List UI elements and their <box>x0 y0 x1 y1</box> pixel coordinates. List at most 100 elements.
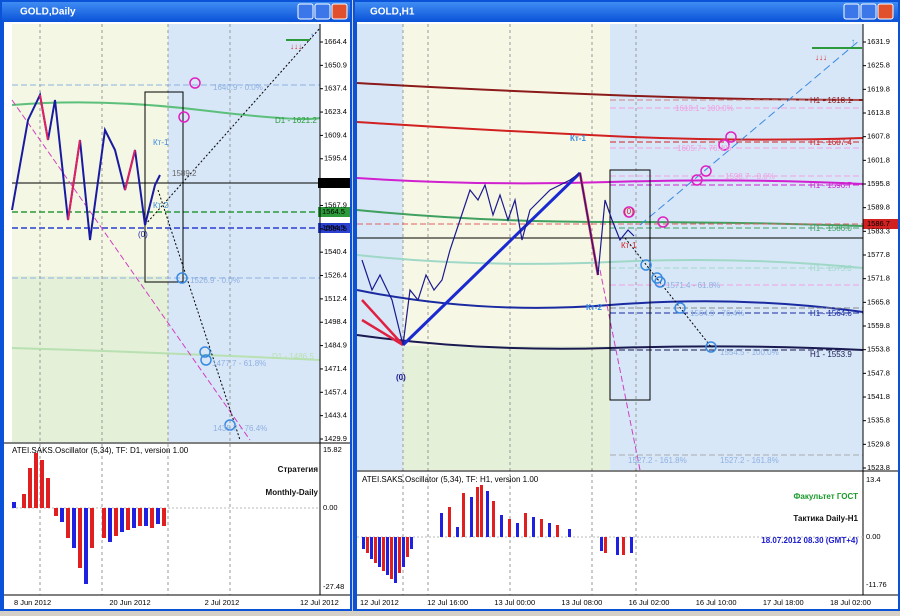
price-label: 1577.8 <box>867 250 890 259</box>
time-label: 18 Jul 02:00 <box>830 598 871 607</box>
maximize-button[interactable] <box>314 3 331 20</box>
title-bar <box>2 2 350 22</box>
price-label: 1637.4 <box>324 84 347 93</box>
time-label: 12 Jul 2012 <box>300 598 339 607</box>
close-button[interactable] <box>331 3 348 20</box>
annotation: Кт-1 <box>153 138 169 147</box>
osc-level: -27.48 <box>323 582 344 591</box>
zone <box>610 24 863 470</box>
osc-level: 13.4 <box>866 475 881 484</box>
price-badge-label: 1564.5 <box>322 207 345 216</box>
price-label: 1471.4 <box>324 364 347 373</box>
annotation: 1598.7 - 0.0% <box>725 172 775 181</box>
box <box>144 91 184 283</box>
osc-level: 0.00 <box>323 503 338 512</box>
trend-line <box>599 269 641 471</box>
annotation: 1564.9 - 76.4% <box>690 309 744 318</box>
annotation: 1527.2 - 161.8% <box>628 456 687 465</box>
price-label: 1523.8 <box>867 463 890 472</box>
histogram <box>22 453 166 568</box>
price-badge <box>318 223 350 233</box>
price-label: 1547.8 <box>867 368 890 377</box>
osc-level: 0.00 <box>866 532 881 541</box>
arrows: ↓↓↓ <box>290 42 302 51</box>
price-label: 1631.9 <box>867 37 890 46</box>
price-label: 1609.4 <box>324 130 347 139</box>
time-label: 12 Jul 16:00 <box>427 598 468 607</box>
close-button[interactable] <box>877 3 894 20</box>
price-label: 1529.8 <box>867 439 890 448</box>
price-label: 1554.5 <box>324 224 347 233</box>
price-label: 1540.4 <box>324 247 347 256</box>
price-label: 1567.9 <box>324 200 347 209</box>
caption: Стратегия <box>278 465 319 474</box>
time-label: 8 Jun 2012 <box>14 598 51 607</box>
annotation: (0) <box>624 207 634 216</box>
annotation: H1 - 1553.9 <box>810 350 852 359</box>
price-label: 1589.8 <box>867 203 890 212</box>
time-label: 20 Jun 2012 <box>109 598 150 607</box>
price-label: 1457.4 <box>324 387 347 396</box>
annotation: H1 - 1596.7 <box>810 181 852 190</box>
zone <box>403 346 610 470</box>
price-label: 1650.9 <box>324 60 347 69</box>
price-label: 1607.8 <box>867 132 890 141</box>
oscillator-title: ATEI.SAKS.Oscillator (5,34), TF: D1, ver… <box>12 446 189 455</box>
window-h1: GOLD,H1 ↓↓↓ ↑ H1 - 1618.1 1618.1 - 100.0… <box>353 0 900 611</box>
osc-level: -11.76 <box>866 580 887 589</box>
price-label: 1484.9 <box>324 341 347 350</box>
annotation: Кт-1 <box>570 134 586 143</box>
annotation: D1 - 1486.5 <box>272 352 314 361</box>
minimize-button[interactable] <box>297 3 314 20</box>
annotation: 1605.7 - 76.4% <box>677 144 731 153</box>
histogram <box>12 502 160 584</box>
time-label: 16 Jul 10:00 <box>696 598 737 607</box>
caption: Monthly-Daily <box>266 488 319 497</box>
price-label: 1541.8 <box>867 392 890 401</box>
annotation: D1 - 1621.2 <box>275 116 317 125</box>
ma-line <box>356 121 864 141</box>
caption: Тактика Daily-H1 <box>793 514 858 523</box>
price-label: 1526.4 <box>324 271 347 280</box>
annotation: (0) <box>396 373 406 382</box>
price-badge-label: 1554.5 <box>322 223 345 232</box>
zone <box>12 276 168 442</box>
arrows: ↑ <box>310 31 314 40</box>
window-title: GOLD,H1 <box>370 7 415 18</box>
price-label: 1583.3 <box>867 226 890 235</box>
arrows: ↑ <box>851 37 855 46</box>
annotation: 1526.9 - 0.0% <box>190 276 240 285</box>
annotation: 1527.2 - 161.8% <box>720 456 779 465</box>
annotation: Кт-1 <box>621 241 637 250</box>
price-label: 1559.8 <box>867 321 890 330</box>
markers <box>176 77 236 431</box>
ma-line <box>11 101 321 120</box>
annotation: H1 - 1586.0 <box>810 224 852 233</box>
annotation: 1571.4 - 61.8% <box>666 281 720 290</box>
price-label: 1429.9 <box>324 434 347 443</box>
price-scale: 1664.4 1650.9 1637.4 1623.4 1609.4 1595.4 1581… <box>320 37 347 443</box>
annotation: (0) <box>138 230 148 239</box>
window-daily: GOLD,Daily ↓↓↓ ↑ 1640.9 - 0.0% D1 - 1621… <box>0 0 352 611</box>
price-badge <box>318 207 350 217</box>
annotation: Кт-2 <box>586 303 602 312</box>
maximize-button[interactable] <box>860 3 877 20</box>
title-bar <box>355 2 898 22</box>
price-badge-label: 1586.7 <box>867 219 890 228</box>
ma-line <box>11 347 321 361</box>
minimize-button[interactable] <box>843 3 860 20</box>
zone <box>403 24 610 346</box>
price-label: 1613.8 <box>867 108 890 117</box>
trend <box>401 171 582 347</box>
time-label: 13 Jul 00:00 <box>494 598 535 607</box>
price-label: 1619.8 <box>867 84 890 93</box>
time-label: 2 Jul 2012 <box>205 598 240 607</box>
annotation: 1589.2 <box>172 169 197 178</box>
box <box>609 169 651 401</box>
time-label: 17 Jul 18:00 <box>763 598 804 607</box>
price-label: 1664.4 <box>324 37 347 46</box>
trend-line <box>11 99 251 441</box>
time-scale: 8 Jun 2012 20 Jun 2012 2 Jul 2012 12 Jul 20… <box>14 598 339 607</box>
caption: Факультет ГОСТ <box>794 492 859 501</box>
oscillator-title: ATEI.SAKS.Oscillator (5,34), TF: H1, ver… <box>362 475 539 484</box>
